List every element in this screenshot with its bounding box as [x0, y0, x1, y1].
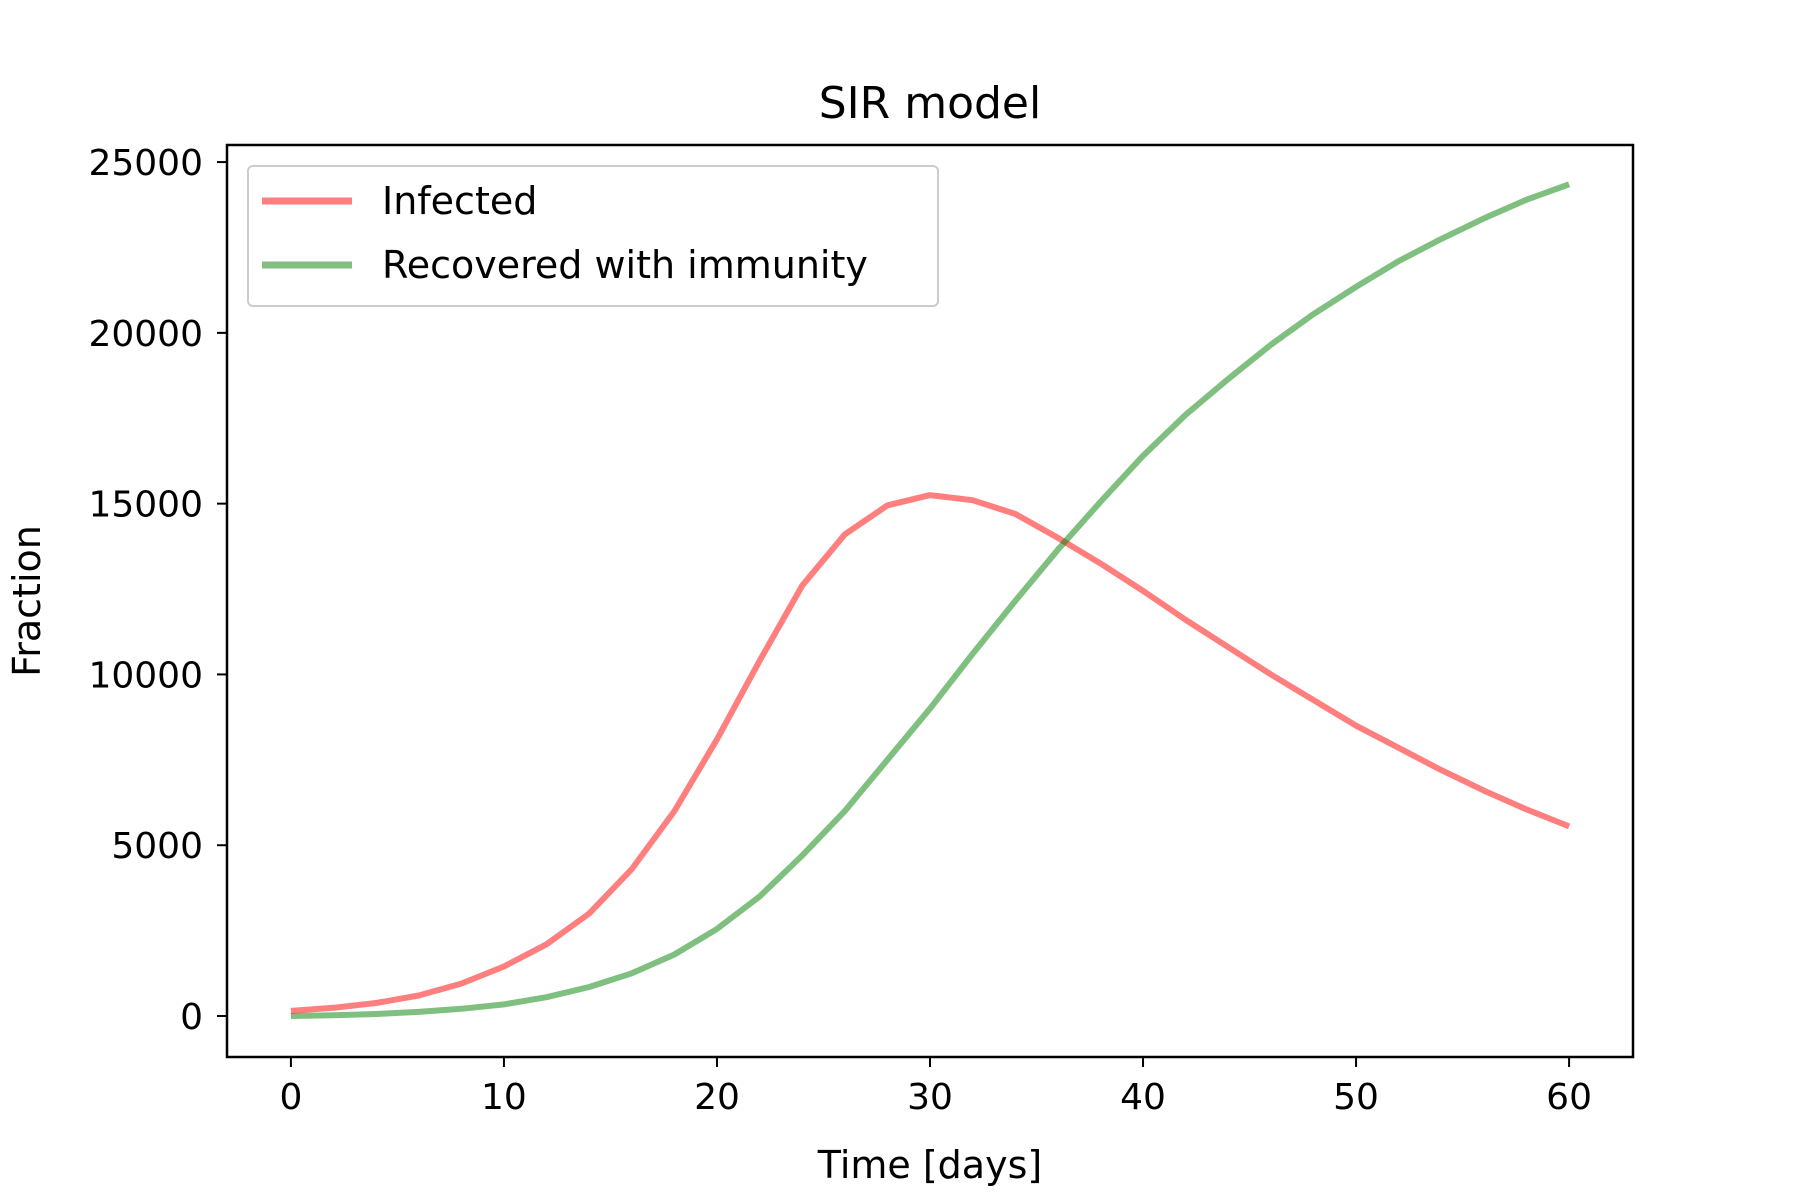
chart-title: SIR model	[819, 78, 1041, 129]
y-tick-label: 15000	[88, 485, 203, 526]
plot-area	[290, 181, 1571, 1019]
y-tick-label: 25000	[88, 143, 203, 184]
x-axis-label: Time [days]	[817, 1143, 1042, 1187]
x-tick-label: 20	[694, 1077, 740, 1118]
legend-label-recovered: Recovered with immunity	[382, 243, 868, 287]
x-tick-label: 60	[1546, 1077, 1592, 1118]
x-tick-label: 10	[481, 1077, 527, 1118]
series-line-recovered	[290, 181, 1571, 1019]
x-tick-label: 30	[907, 1077, 953, 1118]
x-tick-label: 50	[1333, 1077, 1379, 1118]
legend: Infected Recovered with immunity	[247, 165, 939, 307]
x-axis: 0 10 20 30 40 50 60	[279, 1057, 1592, 1118]
y-axis-label: Fraction	[5, 525, 49, 677]
y-tick-label: 10000	[88, 655, 203, 696]
x-tick-label: 0	[279, 1077, 302, 1118]
x-tick-label: 40	[1120, 1077, 1166, 1118]
y-tick-label: 20000	[88, 314, 203, 355]
y-tick-label: 5000	[111, 826, 203, 867]
legend-label-infected: Infected	[382, 179, 537, 223]
legend-box	[247, 165, 939, 307]
y-tick-label: 0	[180, 997, 203, 1038]
y-axis: 0 5000 10000 15000 20000 25000	[88, 143, 227, 1038]
series-line-infected	[290, 492, 1571, 1014]
